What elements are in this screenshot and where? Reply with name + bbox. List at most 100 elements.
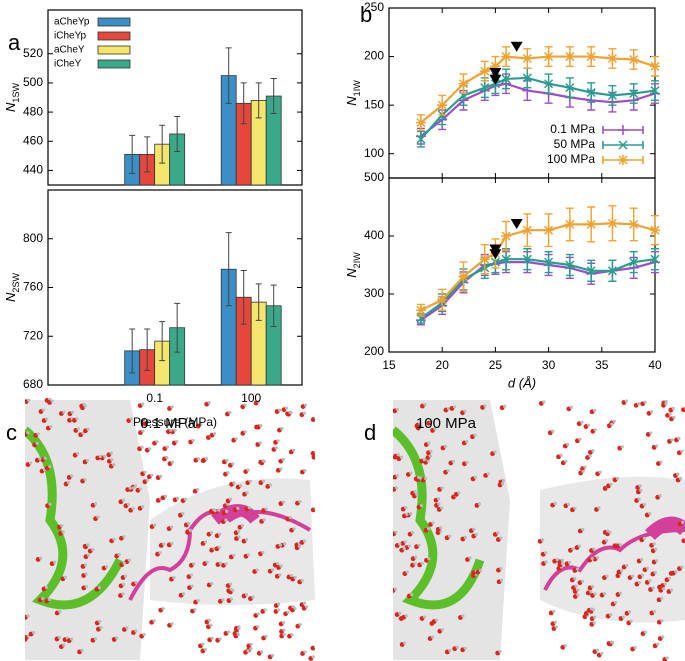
- water-h: [229, 497, 233, 501]
- water-h: [589, 589, 593, 594]
- water-h: [608, 530, 612, 534]
- water-h: [580, 579, 585, 583]
- water-h: [398, 542, 402, 546]
- water-h: [261, 479, 266, 483]
- y-tick-label: 200: [364, 344, 384, 358]
- water-h: [429, 449, 433, 453]
- water-h: [112, 463, 116, 467]
- water-h: [473, 433, 477, 437]
- water-h: [503, 404, 507, 408]
- error-bar: [225, 47, 232, 104]
- water-h: [47, 398, 52, 401]
- water-h: [288, 410, 292, 414]
- water-h: [627, 610, 632, 614]
- water-h: [115, 636, 119, 640]
- water-h: [75, 417, 79, 421]
- water-h: [229, 597, 234, 601]
- water-h: [121, 592, 125, 596]
- marker: [650, 225, 660, 236]
- error-bar: [159, 124, 166, 164]
- y-tick-label: 440: [23, 163, 43, 177]
- marker: [618, 155, 628, 165]
- water-h: [630, 574, 635, 578]
- water-h: [213, 432, 217, 436]
- marker: [629, 88, 639, 99]
- water-h: [27, 398, 31, 402]
- water-h: [598, 470, 602, 474]
- water-h: [85, 458, 90, 463]
- water-h: [175, 439, 179, 444]
- water-h: [433, 427, 437, 431]
- water-h: [577, 544, 582, 548]
- water-h: [152, 619, 156, 623]
- water-h: [131, 507, 135, 511]
- x-tick-label: 100: [241, 391, 261, 405]
- water-h: [499, 536, 503, 540]
- water-h: [569, 405, 573, 409]
- legend-label: 100 MPa: [547, 152, 595, 166]
- water-surface: [150, 478, 315, 605]
- marker: [543, 51, 554, 62]
- legend-swatch: [97, 59, 131, 69]
- water-h: [300, 578, 304, 583]
- water-h: [129, 417, 133, 421]
- water-h: [274, 446, 278, 450]
- water-h: [440, 486, 444, 490]
- marker: [415, 117, 426, 128]
- water-h: [256, 612, 260, 616]
- water-h: [655, 444, 659, 448]
- water-h: [423, 402, 427, 407]
- water-h: [619, 568, 624, 573]
- water-h: [576, 588, 580, 592]
- water-h: [451, 459, 455, 464]
- water-h: [122, 561, 126, 565]
- water-h: [553, 620, 558, 624]
- water-h: [145, 420, 150, 424]
- water-h: [281, 458, 285, 462]
- marker: [586, 51, 597, 62]
- water-h: [276, 439, 280, 443]
- water-h: [552, 609, 556, 613]
- water-h: [155, 440, 159, 444]
- water-h: [396, 452, 400, 457]
- water-h: [437, 502, 441, 506]
- water-h: [210, 581, 214, 586]
- marker: [628, 54, 639, 65]
- marker: [437, 294, 448, 305]
- water-h: [244, 592, 249, 597]
- x-tick-label: 40: [648, 358, 662, 372]
- y-tick-label: 480: [23, 104, 43, 118]
- water-h: [434, 618, 439, 622]
- water-surface: [25, 400, 150, 660]
- water-h: [277, 602, 281, 606]
- water-h: [150, 473, 154, 477]
- water-h: [404, 614, 408, 618]
- x-tick-label: 15: [382, 358, 396, 372]
- water-h: [103, 454, 107, 459]
- water-h: [93, 637, 98, 641]
- error-bar: [240, 269, 247, 325]
- water-h: [96, 515, 100, 519]
- water-h: [668, 412, 672, 416]
- marker: [522, 225, 533, 236]
- y-tick-label: 400: [364, 228, 384, 242]
- water-h: [496, 531, 500, 535]
- y-tick-label: 500: [364, 170, 384, 184]
- water-h: [633, 645, 637, 650]
- line: [420, 258, 656, 320]
- water-o: [681, 407, 685, 413]
- water-o: [310, 451, 315, 456]
- water-h: [394, 486, 399, 490]
- water-h: [193, 607, 197, 612]
- water-h: [418, 422, 422, 426]
- water-h: [477, 502, 482, 506]
- marker: [650, 61, 660, 72]
- marker: [544, 257, 554, 267]
- water-h: [260, 650, 264, 654]
- water-h: [204, 457, 208, 461]
- water-h: [246, 468, 250, 472]
- water-h: [465, 439, 469, 444]
- water-h: [589, 607, 594, 611]
- water-h: [674, 570, 678, 574]
- marker: [458, 78, 469, 89]
